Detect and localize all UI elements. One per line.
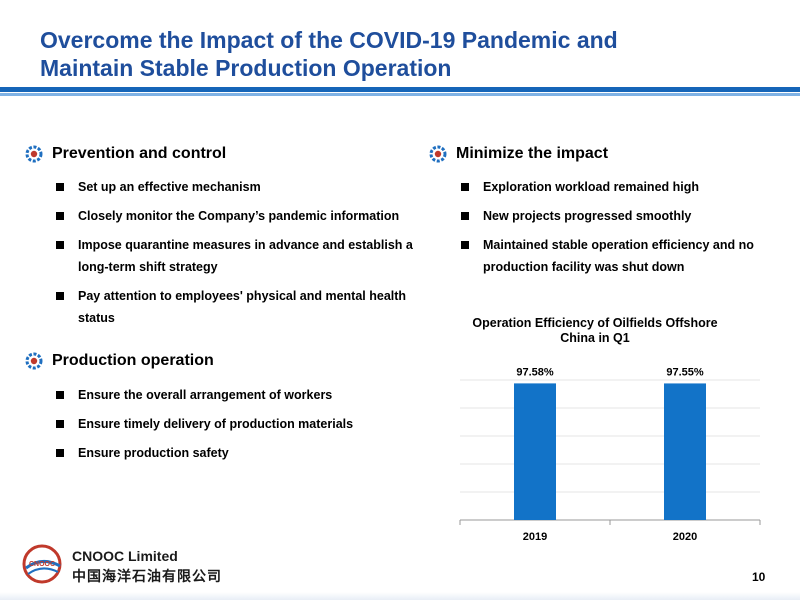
- list-item: Maintained stable operation efficiency a…: [461, 234, 781, 278]
- list-item: Impose quarantine measures in advance an…: [56, 234, 446, 278]
- square-bullet-icon: [461, 241, 469, 249]
- section-heading-text: Prevention and control: [52, 145, 227, 162]
- bar-chart: 97.58% 2019 97.55% 2020: [459, 366, 761, 543]
- section-heading-prevention: Prevention and control: [24, 144, 226, 164]
- square-bullet-icon: [56, 183, 64, 191]
- square-bullet-icon: [56, 391, 64, 399]
- company-name-en: CNOOC Limited: [72, 548, 178, 564]
- square-bullet-icon: [56, 212, 64, 220]
- page-title: Overcome the Impact of the COVID-19 Pand…: [40, 26, 780, 82]
- section-heading-minimize: Minimize the impact: [428, 144, 608, 164]
- list-item: Ensure production safety: [56, 442, 446, 464]
- square-bullet-icon: [56, 292, 64, 300]
- footer-divider: [0, 592, 800, 600]
- list-item: Exploration workload remained high: [461, 176, 781, 198]
- cnooc-logo-icon: CNOOC: [22, 544, 62, 584]
- prevention-list: Set up an effective mechanism Closely mo…: [56, 176, 446, 336]
- logo-text: CNOOC: [29, 561, 55, 568]
- square-bullet-icon: [56, 420, 64, 428]
- bar-2019: [514, 383, 556, 520]
- square-bullet-icon: [461, 212, 469, 220]
- list-item: Set up an effective mechanism: [56, 176, 446, 198]
- list-item: Ensure the overall arrangement of worker…: [56, 384, 446, 406]
- title-divider-accent: [0, 93, 800, 96]
- bar-2020: [664, 383, 706, 520]
- section-heading-text: Production operation: [52, 352, 214, 369]
- list-item: Pay attention to employees' physical and…: [56, 285, 446, 329]
- title-divider: [0, 87, 800, 92]
- tick-label-2020: 2020: [673, 531, 697, 543]
- data-label-2019: 97.58%: [516, 366, 554, 378]
- title-line-2: Maintain Stable Production Operation: [40, 55, 452, 81]
- tick-label-2019: 2019: [523, 531, 547, 543]
- square-bullet-icon: [56, 241, 64, 249]
- minimize-list: Exploration workload remained high New p…: [461, 176, 781, 285]
- data-label-2020: 97.55%: [666, 366, 704, 378]
- square-bullet-icon: [56, 449, 64, 457]
- list-item: New projects progressed smoothly: [461, 205, 781, 227]
- production-list: Ensure the overall arrangement of worker…: [56, 384, 446, 471]
- section-heading-text: Minimize the impact: [456, 145, 609, 162]
- list-item: Closely monitor the Company’s pandemic i…: [56, 205, 446, 227]
- section-heading-production: Production operation: [24, 351, 214, 371]
- title-line-1: Overcome the Impact of the COVID-19 Pand…: [40, 27, 618, 53]
- page-number: 10: [752, 570, 766, 584]
- gear-bullet-icon: [429, 145, 447, 163]
- square-bullet-icon: [461, 183, 469, 191]
- gear-bullet-icon: [25, 352, 43, 370]
- gear-bullet-icon: [25, 145, 43, 163]
- list-item: Ensure timely delivery of production mat…: [56, 413, 446, 435]
- company-name-cn: 中国海洋石油有限公司: [72, 568, 222, 584]
- chart-title: Operation Efficiency of Oilfields Offsho…: [472, 316, 718, 345]
